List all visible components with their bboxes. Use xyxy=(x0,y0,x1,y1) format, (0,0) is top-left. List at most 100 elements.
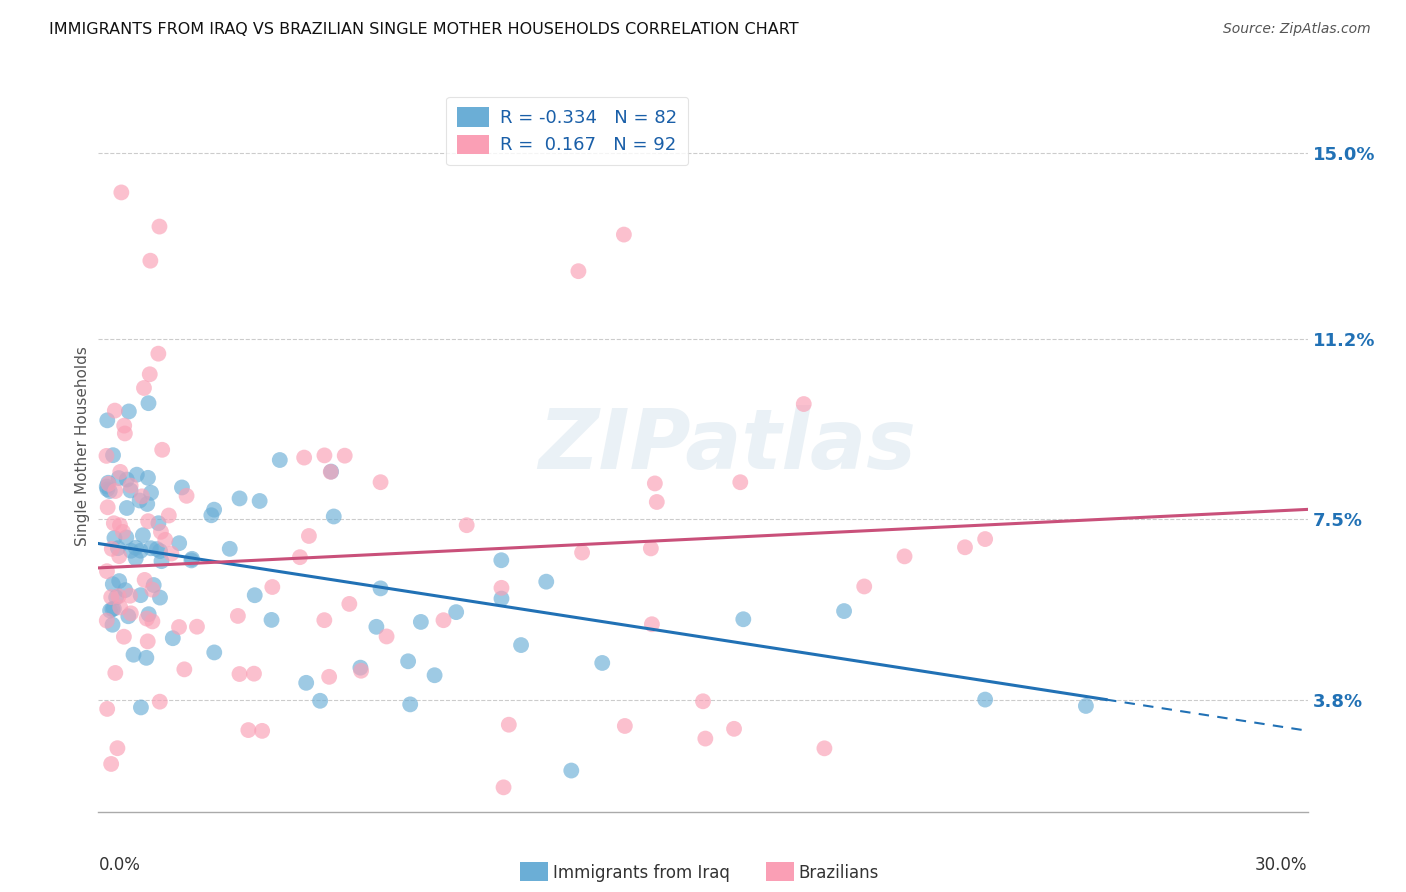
Point xyxy=(399,698,422,712)
Point xyxy=(491,591,513,606)
Point xyxy=(337,597,360,611)
Point xyxy=(129,700,152,714)
Point xyxy=(101,541,124,556)
Point xyxy=(110,600,132,615)
Point xyxy=(228,491,250,506)
Point xyxy=(103,531,125,545)
Point xyxy=(432,613,454,627)
Point xyxy=(733,612,755,626)
Point xyxy=(444,605,467,619)
Point xyxy=(170,480,193,494)
Point xyxy=(98,604,121,618)
Point xyxy=(104,403,127,417)
Point xyxy=(148,516,170,531)
Point xyxy=(149,524,172,539)
Point xyxy=(139,368,162,382)
Point xyxy=(491,581,513,595)
Text: Immigrants from Iraq: Immigrants from Iraq xyxy=(553,864,730,882)
Text: ZIPatlas: ZIPatlas xyxy=(538,406,917,486)
Point xyxy=(148,346,170,360)
Point xyxy=(139,253,162,268)
Point xyxy=(96,614,118,628)
Point xyxy=(692,694,714,708)
Point xyxy=(491,553,513,567)
Point xyxy=(96,482,118,496)
Point xyxy=(117,609,139,624)
Point xyxy=(238,723,260,737)
Point xyxy=(96,449,118,463)
Point xyxy=(202,502,225,516)
Point xyxy=(510,638,533,652)
Point xyxy=(101,602,124,616)
Point xyxy=(136,634,159,648)
Point xyxy=(288,550,311,565)
Point xyxy=(120,478,142,492)
Point xyxy=(723,722,745,736)
Point xyxy=(97,500,120,515)
Point xyxy=(96,413,118,427)
Point xyxy=(226,609,249,624)
Point xyxy=(893,549,915,564)
Point xyxy=(832,604,855,618)
Point xyxy=(186,620,208,634)
Point xyxy=(101,448,124,462)
Point xyxy=(298,529,321,543)
Point xyxy=(456,518,478,533)
Point xyxy=(321,465,343,479)
Point xyxy=(101,577,124,591)
Point xyxy=(314,449,336,463)
Point xyxy=(560,764,582,778)
Point xyxy=(167,536,190,550)
Point xyxy=(111,524,134,539)
Point xyxy=(613,719,636,733)
Point xyxy=(180,553,202,567)
Point xyxy=(644,476,666,491)
Point xyxy=(132,381,155,395)
Point xyxy=(974,692,997,706)
Point xyxy=(150,554,173,568)
Point xyxy=(202,645,225,659)
Point xyxy=(295,676,318,690)
Point xyxy=(695,731,717,746)
Point xyxy=(370,475,392,490)
Point xyxy=(96,702,118,716)
Y-axis label: Single Mother Households: Single Mother Households xyxy=(75,346,90,546)
Text: Source: ZipAtlas.com: Source: ZipAtlas.com xyxy=(1223,22,1371,37)
Point xyxy=(105,591,128,605)
Point xyxy=(149,695,172,709)
Point xyxy=(139,541,162,556)
Point xyxy=(96,479,118,493)
Point xyxy=(243,588,266,602)
Point xyxy=(104,665,127,680)
Point xyxy=(115,500,138,515)
Point xyxy=(115,530,138,544)
Point xyxy=(108,518,131,533)
Point xyxy=(160,547,183,561)
Point xyxy=(492,780,515,795)
Point xyxy=(262,580,284,594)
Point xyxy=(141,615,163,629)
Point xyxy=(249,494,271,508)
Point xyxy=(218,541,240,556)
Point xyxy=(96,564,118,578)
Point xyxy=(260,613,283,627)
Point xyxy=(115,473,138,487)
Point xyxy=(228,667,250,681)
Point xyxy=(409,615,432,629)
Point xyxy=(132,528,155,542)
Point xyxy=(110,186,132,200)
Point xyxy=(124,541,146,555)
Point xyxy=(243,666,266,681)
Point xyxy=(120,543,142,558)
Point xyxy=(100,756,122,771)
Point xyxy=(366,620,388,634)
Point xyxy=(567,264,589,278)
Point xyxy=(613,227,636,242)
Point xyxy=(125,467,148,482)
Point xyxy=(118,404,141,418)
Point xyxy=(953,541,976,555)
Point xyxy=(103,516,125,531)
Point xyxy=(150,442,173,457)
Point xyxy=(423,668,446,682)
Point xyxy=(146,542,169,557)
